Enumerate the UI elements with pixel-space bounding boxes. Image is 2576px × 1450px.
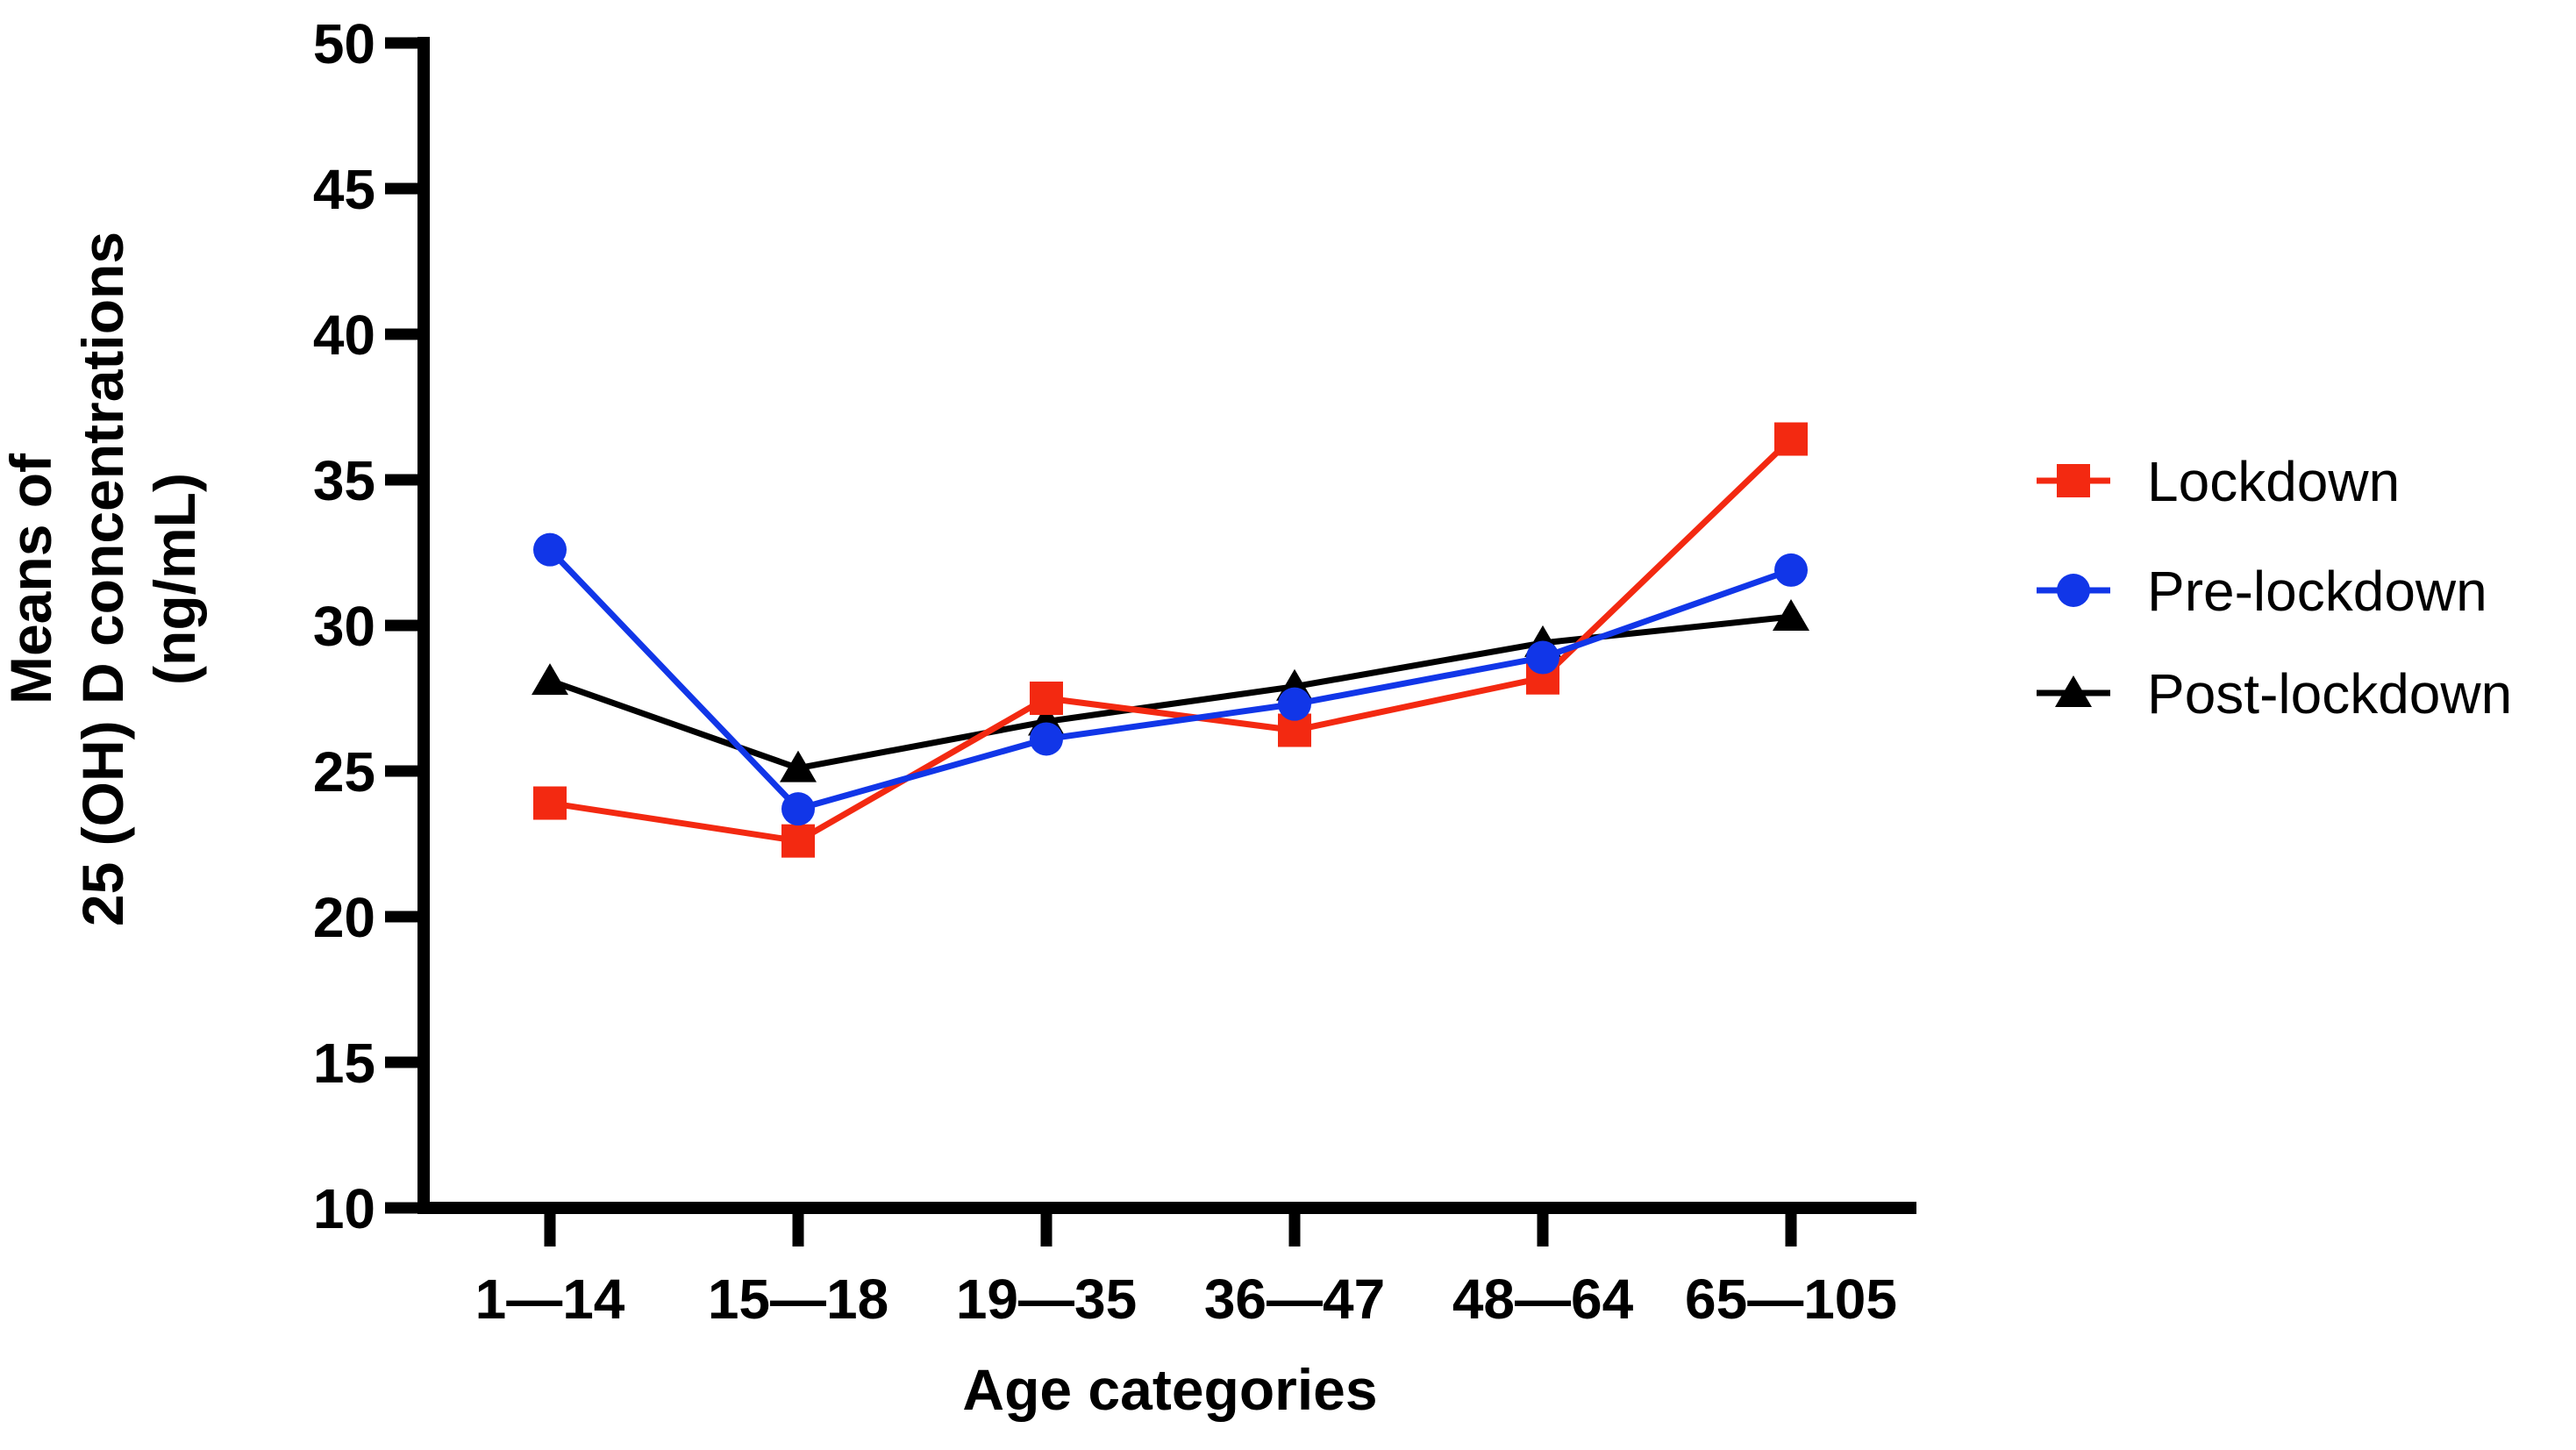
y-tick-label: 50 [313,12,375,75]
legend-label: Lockdown [2147,450,2400,513]
y-tick-label: 45 [313,158,375,221]
data-point-marker [781,824,815,858]
data-point-marker [1773,599,1809,632]
y-tick-label: 25 [313,740,375,804]
x-axis-title: Age categories [962,1357,1377,1422]
y-tick-label: 15 [313,1032,375,1095]
data-point-marker [781,792,815,826]
x-axis: 1—14 15—18 19—35 36—47 48—64 65—105 [417,1202,1916,1331]
y-tick-label: 40 [313,304,375,367]
series-line [547,547,1793,813]
data-point-marker [1030,682,1063,715]
series-post-lockdown [532,599,1809,782]
legend-item-pre-lockdown: Pre-lockdown [2037,560,2487,623]
legend-item-post-lockdown: Post-lockdown [2037,662,2512,725]
y-tick-label: 30 [313,595,375,658]
x-tick-label: 36—47 [1204,1268,1385,1331]
data-point-marker [1526,640,1559,675]
legend-label: Pre-lockdown [2147,560,2487,623]
series-line [549,436,1794,845]
y-axis-title-line: 25 (OH) D concentrations [70,232,135,926]
data-point-marker [780,750,817,782]
series-pre-lockdown [533,532,1808,826]
y-axis: 10 15 20 25 30 35 40 45 50 [313,12,430,1240]
x-tick-label: 65—105 [1685,1268,1897,1331]
data-point-marker [1774,553,1808,587]
data-point-marker [533,532,567,567]
y-tick-label: 35 [313,449,375,512]
x-tick-label: 1—14 [475,1268,625,1331]
y-axis-title-line: Means of [0,453,63,704]
triangle-marker-icon [2055,675,2092,707]
data-point-marker [1030,722,1063,756]
y-axis-title: Means of 25 (OH) D concentrations (ng/mL) [0,232,207,926]
data-point-marker [532,663,568,696]
x-tick-label: 15—18 [708,1268,888,1331]
data-point-marker [1774,422,1808,456]
data-point-marker [1278,687,1311,721]
y-tick-label: 10 [313,1177,375,1240]
square-marker-icon [2057,464,2090,497]
series-lockdown [533,422,1808,858]
x-tick-label: 19—35 [956,1268,1137,1331]
legend: Lockdown Pre-lockdown Post-lockdown [2037,450,2512,725]
x-tick-label: 48—64 [1452,1268,1634,1331]
data-point-marker [533,786,567,820]
legend-item-lockdown: Lockdown [2037,450,2400,513]
circle-marker-icon [2057,574,2090,607]
y-axis-title-line: (ng/mL) [142,473,207,685]
legend-label: Post-lockdown [2147,662,2512,725]
y-tick-label: 20 [313,886,375,949]
